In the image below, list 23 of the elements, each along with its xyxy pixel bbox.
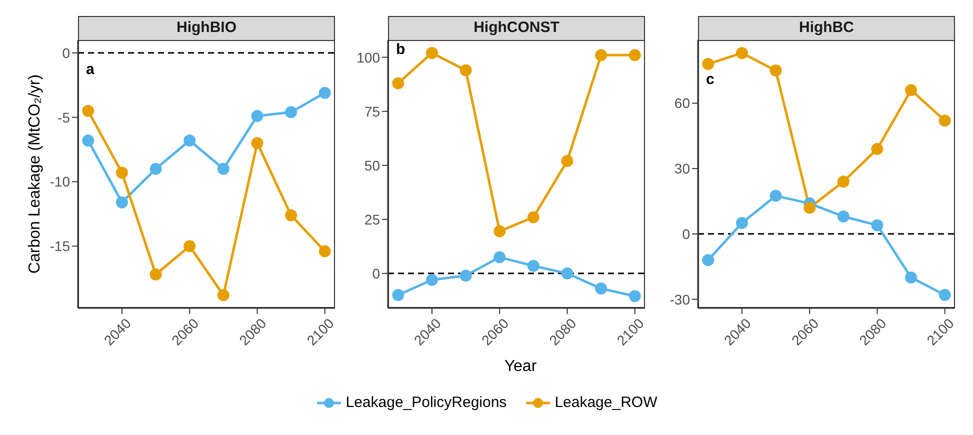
chart-title: HighCONST <box>388 16 645 40</box>
x-axis-title: Year <box>503 358 538 377</box>
y-tick-label: -15 <box>50 238 70 254</box>
y-tick-label: 25 <box>364 211 380 228</box>
y-tick-label: 0 <box>682 226 690 242</box>
y-tick-label: 0 <box>62 44 70 61</box>
annotation: a <box>85 61 96 78</box>
legend-label: Leakage_ROW <box>554 394 658 411</box>
annotation: c <box>705 71 716 88</box>
chart-title: HighBC <box>698 16 955 40</box>
y-tick-label: -10 <box>50 174 70 190</box>
y-tick-label: -5 <box>58 109 70 126</box>
y-tick-label: 100 <box>356 49 380 66</box>
legend-label: Leakage_PolicyRegions <box>346 394 507 411</box>
y-tick-label: -30 <box>670 291 690 308</box>
y-tick-label: 0 <box>372 265 380 282</box>
y-tick-label: 60 <box>674 95 690 112</box>
y-tick-label: 75 <box>364 103 380 120</box>
annotation: b <box>395 41 406 58</box>
y-axis-title: Carbon Leakage (MtCO₂/yr) <box>26 74 44 274</box>
y-tick-label: 50 <box>364 157 380 174</box>
chart-title: HighBIO <box>78 16 335 40</box>
y-tick-label: 30 <box>674 160 690 177</box>
